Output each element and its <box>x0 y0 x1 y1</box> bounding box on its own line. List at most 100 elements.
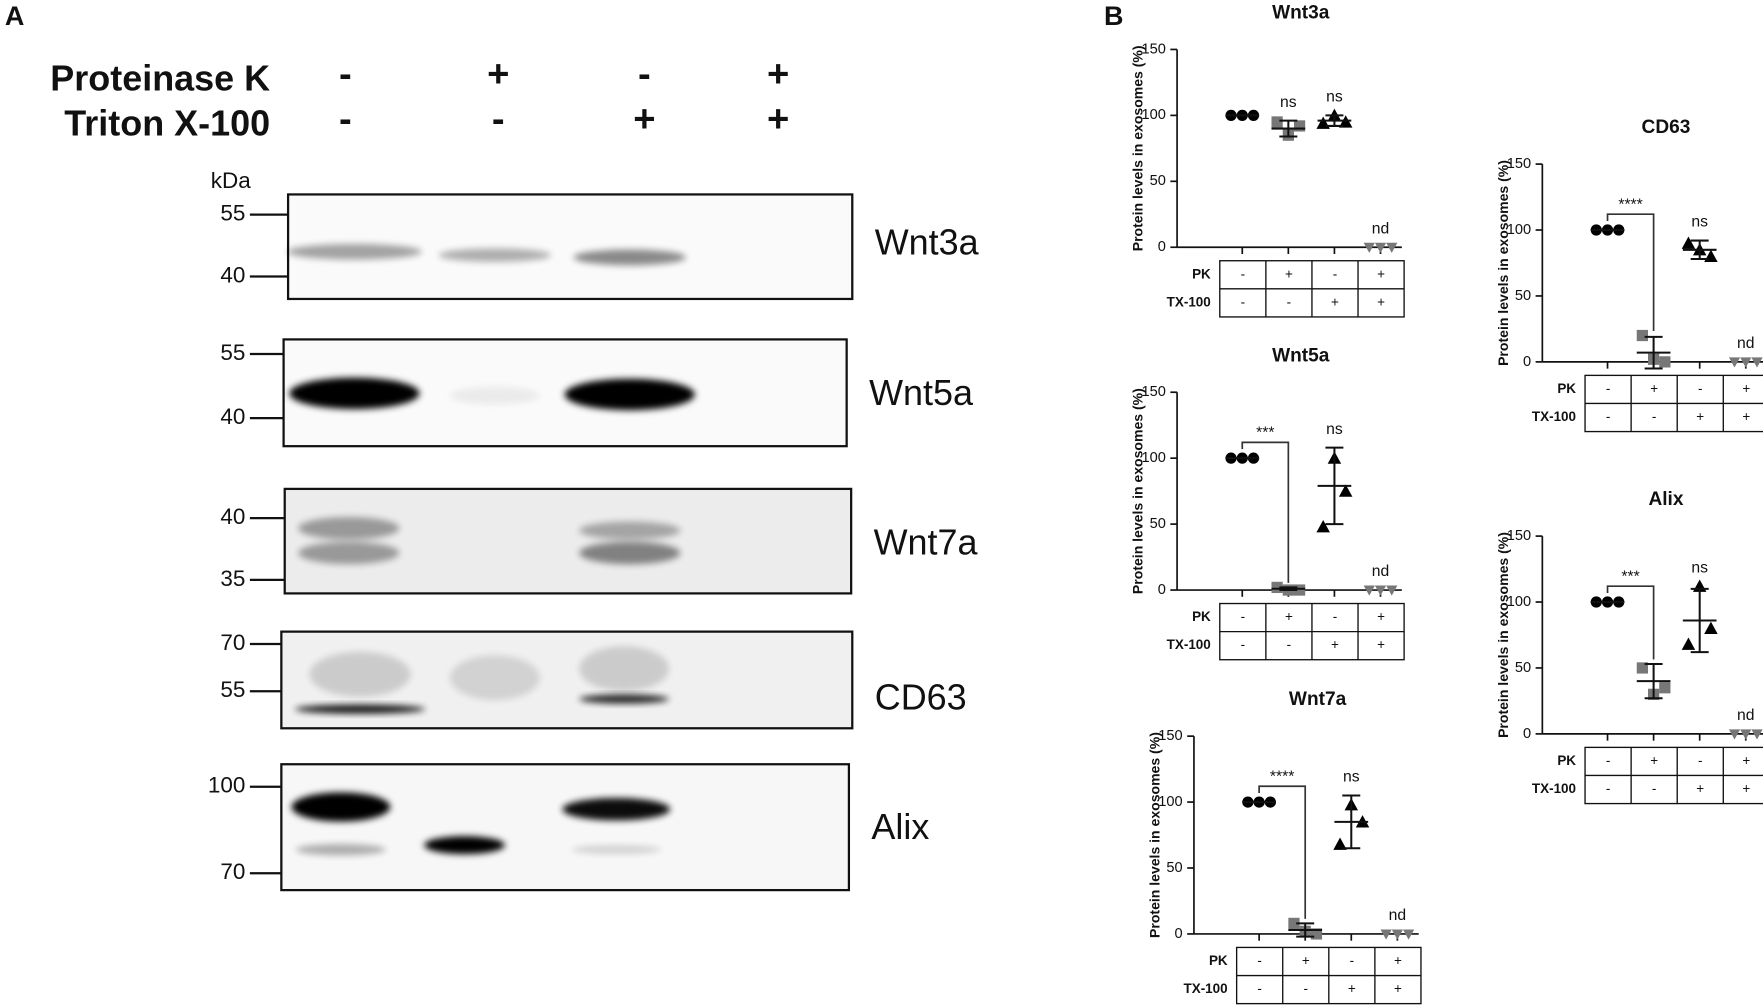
data-point <box>1288 917 1300 930</box>
treatment-sign: + <box>767 53 789 96</box>
data-point <box>1316 519 1330 533</box>
significance-label: ns <box>1691 559 1708 576</box>
blot-band <box>289 377 420 410</box>
data-point <box>1659 356 1671 368</box>
treatment-sign: + <box>767 97 789 140</box>
table-cell: - <box>1257 953 1262 968</box>
y-tick-label: 100 <box>1141 107 1165 123</box>
table-cell: + <box>1302 953 1310 968</box>
blot-band <box>286 243 422 260</box>
marker-label: 55 <box>220 201 245 226</box>
chart-title: Wnt3a <box>1272 3 1330 24</box>
table-cell: - <box>1304 981 1309 996</box>
table-cell: - <box>1606 781 1611 796</box>
table-cell: - <box>1606 381 1611 396</box>
blot-band <box>564 378 695 411</box>
significance-label: nd <box>1372 220 1389 237</box>
significance-label: **** <box>1270 768 1294 785</box>
blot-band <box>294 704 426 714</box>
treatment-sign: - <box>638 53 651 96</box>
table-cell: + <box>1742 781 1750 796</box>
y-tick-label: 50 <box>1166 860 1182 876</box>
significance-label: nd <box>1372 563 1389 580</box>
data-point <box>1310 928 1323 940</box>
table-cell: - <box>1333 609 1338 624</box>
table-row-label: TX-100 <box>1167 294 1211 309</box>
table-cell: + <box>1285 609 1293 624</box>
table-cell: + <box>1742 381 1750 396</box>
table-cell: + <box>1394 953 1402 968</box>
unit-label: kDa <box>211 168 251 193</box>
table-cell: - <box>1241 609 1246 624</box>
data-point <box>1374 242 1387 253</box>
data-point <box>1402 929 1415 940</box>
y-tick-label: 150 <box>1507 156 1531 172</box>
blot-label: CD63 <box>875 677 967 718</box>
data-point <box>1636 662 1648 674</box>
error-bar <box>1644 335 1663 370</box>
blot-band <box>291 792 391 822</box>
table-cell: + <box>1650 753 1658 768</box>
data-point <box>1271 116 1283 128</box>
significance-label: nd <box>1389 907 1406 924</box>
data-point <box>1333 837 1347 850</box>
error-bar <box>1325 114 1344 127</box>
significance-bracket <box>1606 585 1655 660</box>
y-tick-label: 0 <box>1158 239 1166 255</box>
blot-band <box>449 655 540 701</box>
error-bar <box>1279 119 1298 138</box>
error-bar <box>1342 794 1361 850</box>
error-bar <box>1325 446 1344 526</box>
treatment-sign: - <box>339 97 352 140</box>
data-point <box>1681 236 1696 249</box>
significance-bracket <box>1258 785 1307 919</box>
data-point <box>1271 581 1283 594</box>
table-cell: + <box>1742 753 1750 768</box>
marker-label: 70 <box>220 859 245 884</box>
table-row-label: PK <box>1557 381 1576 396</box>
significance-label: nd <box>1737 707 1754 724</box>
blot-band <box>571 845 662 855</box>
data-point <box>1293 120 1306 132</box>
table-cell: + <box>1377 637 1385 652</box>
treatment-label: Proteinase K <box>50 57 270 98</box>
data-point <box>1386 242 1398 253</box>
data-point <box>1636 329 1648 342</box>
table-cell: - <box>1241 637 1246 652</box>
y-tick-label: 50 <box>1150 516 1166 532</box>
blot-band <box>438 248 552 262</box>
y-axis-label: Protein levels in exosomes (%) <box>1146 732 1162 938</box>
significance-label: ns <box>1326 421 1343 438</box>
error-bar <box>1644 662 1663 700</box>
table-cell: + <box>1285 266 1293 281</box>
treatment-sign: - <box>339 53 352 96</box>
data-point <box>1386 585 1398 596</box>
table-row-label: TX-100 <box>1532 409 1576 424</box>
table-cell: - <box>1698 381 1703 396</box>
significance-label: ns <box>1326 89 1343 106</box>
data-point <box>1380 929 1392 940</box>
table-cell: + <box>1377 294 1385 309</box>
treatment-sign: + <box>487 53 509 96</box>
table-cell: - <box>1241 294 1246 309</box>
table-cell: - <box>1287 637 1292 652</box>
chart-title: CD63 <box>1642 117 1691 138</box>
data-point <box>1391 929 1403 940</box>
data-point <box>1704 249 1718 263</box>
table-row-label: TX-100 <box>1167 637 1211 652</box>
table-cell: + <box>1348 981 1356 996</box>
significance-label: ns <box>1691 214 1708 231</box>
marker-label: 55 <box>220 340 245 365</box>
data-point <box>1659 682 1671 694</box>
table-cell: - <box>1257 981 1262 996</box>
marker-label: 40 <box>220 504 245 529</box>
table-cell: - <box>1698 753 1703 768</box>
table-cell: - <box>1652 781 1657 796</box>
blot-band <box>562 797 671 821</box>
data-point <box>1740 357 1752 368</box>
marker-label: 35 <box>220 566 245 591</box>
y-tick-label: 0 <box>1523 726 1531 742</box>
blot-label: Wnt3a <box>875 222 979 263</box>
table-row-label: PK <box>1557 753 1576 768</box>
data-point <box>1338 484 1353 497</box>
